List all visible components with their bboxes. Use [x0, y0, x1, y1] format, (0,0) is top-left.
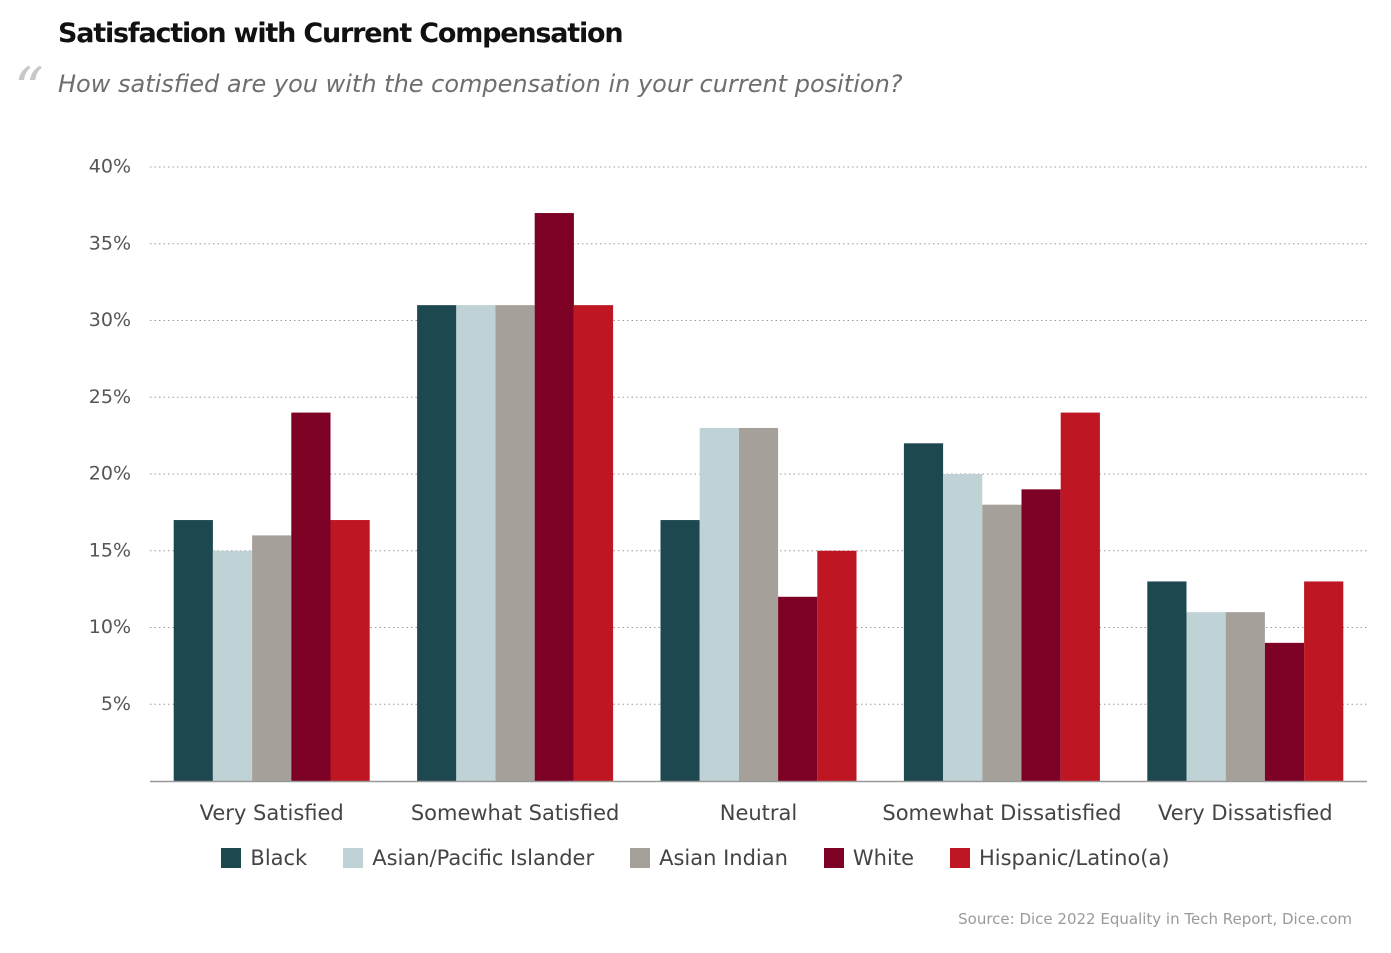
bar: [943, 474, 983, 781]
legend-swatch: [630, 848, 651, 868]
bar: [291, 412, 331, 781]
y-tick-label: 20%: [89, 463, 131, 485]
x-category-label: Somewhat Satisfied: [411, 801, 620, 825]
chart-subtitle: How satisfied are you with the compensat…: [58, 70, 903, 98]
bar: [817, 550, 857, 781]
y-tick-label: 30%: [89, 309, 131, 331]
x-category-label: Neutral: [720, 801, 798, 825]
bar: [495, 305, 535, 781]
bar: [1021, 489, 1061, 781]
bar: [534, 213, 574, 782]
bar: [417, 305, 457, 781]
y-tick-label: 15%: [89, 539, 131, 561]
y-tick-label: 10%: [89, 616, 131, 638]
legend-swatch: [343, 848, 364, 868]
bar: [738, 427, 779, 781]
bar: [1147, 581, 1187, 781]
quote-icon: “: [14, 55, 44, 123]
chart-title: Satisfaction with Current Compensation: [58, 18, 624, 49]
legend-item: Hispanic/Latino(a): [949, 846, 1170, 870]
bar: [699, 427, 739, 781]
legend-swatch: [823, 848, 844, 868]
legend-item: White: [823, 846, 914, 870]
bars: [173, 213, 1344, 782]
bar: [252, 535, 292, 781]
y-axis-ticks: 5% 10% 15% 20% 25% 30% 35% 40%: [89, 156, 131, 715]
bar: [660, 520, 700, 781]
x-axis-categories: Very Satisfied Somewhat Satisfied Neutral S…: [200, 801, 1333, 825]
bar: [173, 520, 213, 781]
legend-label: Asian Indian: [659, 846, 788, 870]
legend: Black Asian/Pacific Islander Asian Indian W…: [0, 846, 1391, 870]
bar: [330, 520, 370, 781]
bar-chart: 5% 10% 15% 20% 25% 30% 35% 40% Very Satisfied So…: [89, 156, 1367, 825]
bar: [456, 305, 496, 781]
legend-label: Black: [250, 846, 308, 870]
legend-item: Asian Indian: [630, 846, 788, 870]
bar: [1225, 612, 1265, 781]
legend-swatch: [221, 848, 242, 868]
bar: [778, 596, 818, 781]
legend-label: White: [852, 846, 914, 870]
bar: [903, 443, 944, 781]
bar: [982, 504, 1022, 781]
bar: [212, 550, 253, 781]
y-tick-label: 5%: [101, 693, 131, 715]
bar: [573, 305, 614, 781]
bar: [1060, 412, 1100, 781]
x-category-label: Very Dissatisfied: [1158, 801, 1333, 825]
legend-item: Asian/Pacific Islander: [343, 846, 594, 870]
bar: [1304, 581, 1344, 781]
legend-label: Asian/Pacific Islander: [372, 846, 595, 870]
y-tick-label: 40%: [89, 156, 131, 178]
x-category-label: Somewhat Dissatisfied: [882, 801, 1121, 825]
bar: [1264, 642, 1305, 781]
legend-item: Black: [221, 846, 307, 870]
x-category-label: Very Satisfied: [200, 801, 344, 825]
legend-swatch: [949, 848, 970, 868]
source-note: Source: Dice 2022 Equality in Tech Repor…: [958, 910, 1352, 928]
bar: [1186, 612, 1226, 781]
y-tick-label: 35%: [89, 232, 131, 254]
legend-label: Hispanic/Latino(a): [978, 846, 1170, 870]
y-tick-label: 25%: [89, 386, 131, 408]
